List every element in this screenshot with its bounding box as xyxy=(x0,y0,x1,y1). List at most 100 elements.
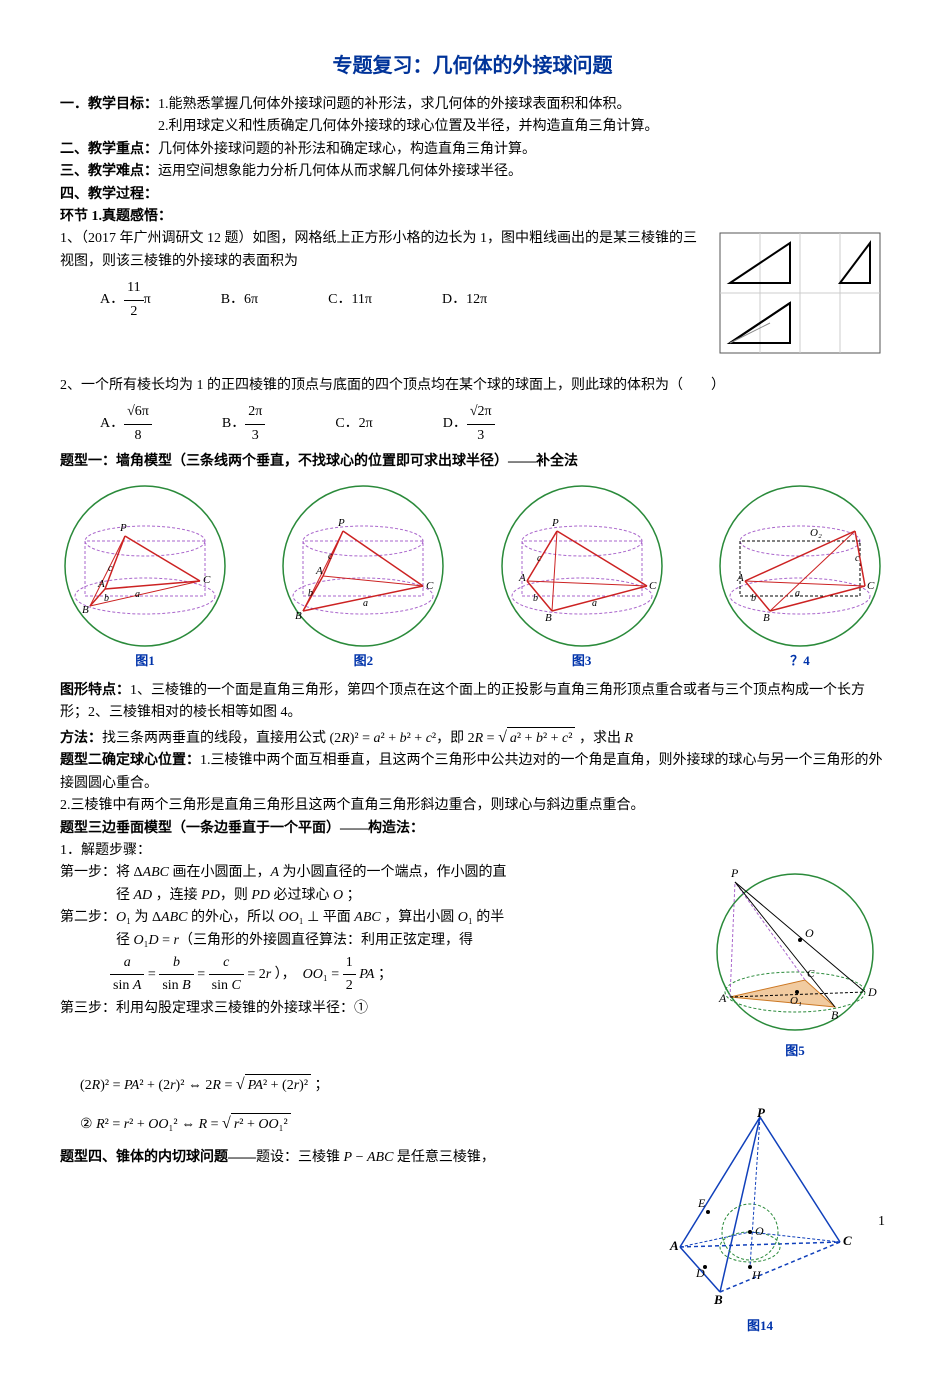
fig5: P O A C B D O₁ 图5 xyxy=(705,862,885,1061)
sec3-label: 三、教学难点： xyxy=(60,164,158,179)
svg-text:C: C xyxy=(807,968,815,980)
svg-text:A: A xyxy=(97,578,105,590)
svg-text:B: B xyxy=(82,604,89,616)
svg-text:B: B xyxy=(763,612,770,624)
huanjie-label: 环节 1.真题感悟： xyxy=(60,206,885,228)
section-focus: 二、教学重点：几何体外接球问题的补形法和确定球心，构造直角三角计算。 xyxy=(60,139,885,161)
page-number: 1 xyxy=(878,1211,885,1233)
svg-text:O₁: O₁ xyxy=(790,995,802,1007)
svg-text:C: C xyxy=(649,580,657,592)
sec4-label: 四、教学过程： xyxy=(60,187,158,202)
svg-text:B: B xyxy=(545,612,552,624)
svg-text:c: c xyxy=(108,563,113,574)
svg-text:A: A xyxy=(315,565,323,577)
q1-opt-c: C．11π xyxy=(328,289,372,311)
svg-text:D: D xyxy=(867,985,877,999)
step1: 第一步：将 ΔABC 画在小圆面上，A 为小圆直径的一个端点，作小圆的直 径 A… xyxy=(60,862,693,907)
type4: 题型四、锥体的内切球问题——题设：三棱锥 P − ABC 是任意三棱锥， xyxy=(60,1147,648,1169)
svg-text:D: D xyxy=(695,1266,705,1280)
q2-opt-d: D．√2π3 xyxy=(443,401,495,447)
step-intro: 1．解题步骤： xyxy=(60,840,885,862)
q1-text: 1、（2017 年广州调研文 12 题）如图，网格纸上正方形小格的边长为 1，图… xyxy=(60,228,703,273)
q1-opt-d: D．12π xyxy=(442,289,487,311)
svg-text:a: a xyxy=(363,598,368,609)
fangfa-a: 找三条两两垂直的线段，直接用公式 xyxy=(102,731,326,746)
type2-label: 题型二确定球心位置： xyxy=(60,753,200,768)
fig14-container: P A C B O E D H 图14 xyxy=(660,1107,860,1336)
svg-text:B: B xyxy=(295,610,302,622)
tuxing-text: 1、三棱锥的一个面是直角三角形，第四个顶点在这个面上的正投影与直角三角形顶点重合… xyxy=(60,683,865,720)
question-2: 2、一个所有棱长均为 1 的正四棱锥的顶点与底面的四个顶点均在某个球的球面上，则… xyxy=(60,375,885,447)
q2-text: 2、一个所有棱长均为 1 的正四棱锥的顶点与底面的四个顶点均在某个球的球面上，则… xyxy=(60,375,885,397)
svg-text:A: A xyxy=(518,572,526,584)
q2-opt-b: B．2π3 xyxy=(222,401,265,447)
svg-text:c: c xyxy=(855,553,860,564)
svg-text:P: P xyxy=(757,1107,766,1120)
q1-grid-figure xyxy=(715,228,885,366)
svg-text:c: c xyxy=(537,553,542,564)
svg-text:a: a xyxy=(135,589,140,600)
formula-2r: 2R = √a² + b² + c² xyxy=(468,731,579,746)
tuxing-label: 图形特点： xyxy=(60,683,130,698)
svg-text:b: b xyxy=(308,588,313,599)
svg-text:b: b xyxy=(104,593,109,604)
formula2-with-fig14: ② R² = r² + OO₁² ⇔ R = √r² + OO₁² 题型四、锥体… xyxy=(60,1107,885,1336)
svg-text:O₂: O₂ xyxy=(810,527,822,539)
sec2-label: 二、教学重点： xyxy=(60,142,158,157)
svg-text:C: C xyxy=(867,580,875,592)
svg-text:B: B xyxy=(713,1292,723,1307)
sec1-label: 一．教学目标： xyxy=(60,97,158,112)
type2: 题型二确定球心位置：1.三棱锥中两个面互相垂直，且这两个三角形中公共边对的一个角… xyxy=(60,750,885,795)
svg-text:P: P xyxy=(337,517,345,529)
step3: 第三步：利用勾股定理求三棱锥的外接球半径：① xyxy=(60,998,693,1020)
svg-text:C: C xyxy=(843,1233,852,1248)
fig2: P A C B a c b 图2 xyxy=(278,481,448,672)
q1-opt-b: B．6π xyxy=(221,289,258,311)
fangfa-line: 方法：找三条两两垂直的线段，直接用公式 (2R)² = a² + b² + c²… xyxy=(60,725,885,751)
svg-text:E: E xyxy=(697,1196,706,1210)
q2-opt-c: C．2π xyxy=(335,413,372,435)
svg-text:O: O xyxy=(755,1224,764,1238)
svg-text:C: C xyxy=(203,574,211,586)
q2-opt-a: A．√6π8 xyxy=(100,401,152,447)
page-title: 专题复习：几何体的外接球问题 xyxy=(60,50,885,82)
svg-text:C: C xyxy=(426,580,434,592)
steps-with-fig5: 第一步：将 ΔABC 画在小圆面上，A 为小圆直径的一个端点，作小圆的直 径 A… xyxy=(60,862,885,1061)
question-1-row: 1、（2017 年广州调研文 12 题）如图，网格纸上正方形小格的边长为 1，图… xyxy=(60,228,885,366)
q1-options: A．112π B．6π C．11π D．12π xyxy=(100,277,703,323)
svg-text:O: O xyxy=(805,926,814,940)
formula1: (2R)² = PA² + (2r)² ⇔ 2R = √PA² + (2r)² … xyxy=(80,1072,885,1098)
svg-text:P: P xyxy=(119,522,127,534)
svg-text:a: a xyxy=(592,598,597,609)
fig1: P A C B a c b 图1 xyxy=(60,481,230,672)
q2-options: A．√6π8 B．2π3 C．2π D．√2π3 xyxy=(100,401,885,447)
svg-text:H: H xyxy=(751,1268,762,1282)
type3-title: 题型三边垂面模型（一条边垂直于一个平面）——构造法： xyxy=(60,818,885,840)
svg-text:P: P xyxy=(551,517,559,529)
svg-text:b: b xyxy=(533,593,538,604)
svg-text:B: B xyxy=(831,1008,839,1022)
sec2-text: 几何体外接球问题的补形法和确定球心，构造直角三角计算。 xyxy=(158,142,536,157)
sphere-fig-row: P A C B a c b 图1 P A C B a c b xyxy=(60,481,885,672)
tuxing-features: 图形特点：1、三棱锥的一个面是直角三角形，第四个顶点在这个面上的正投影与直角三角… xyxy=(60,680,885,725)
formula2: ② R² = r² + OO₁² ⇔ R = √r² + OO₁² xyxy=(80,1111,648,1137)
type4-title: 题型四、锥体的内切球问题—— xyxy=(60,1150,256,1165)
fig4: O₂ A C B a c b ？4 xyxy=(715,481,885,672)
section-difficulty: 三、教学难点：运用空间想象能力分析几何体从而求解几何体外接球半径。 xyxy=(60,161,885,183)
svg-text:b: b xyxy=(751,593,756,604)
svg-text:c: c xyxy=(328,551,333,562)
svg-text:A: A xyxy=(669,1238,679,1253)
type2-t2: 2.三棱锥中有两个三角形是直角三角形且这两个直角三角形斜边重合，则球心与斜边重点… xyxy=(60,795,885,817)
fangfa-label: 方法： xyxy=(60,731,102,746)
fig3: P A C B a c b 图3 xyxy=(497,481,667,672)
svg-text:A: A xyxy=(718,991,727,1005)
section-process: 四、教学过程： xyxy=(60,184,885,206)
svg-text:A: A xyxy=(736,572,744,584)
q1-opt-a: A．112π xyxy=(100,277,151,323)
section-objectives: 一．教学目标：1.能熟悉掌握几何体外接球问题的补形法，求几何体的外接球表面积和体… xyxy=(60,94,885,139)
step2: 第二步：O₁ 为 ΔABC 的外心，所以 OO₁ ⊥ 平面 ABC ，算出小圆 … xyxy=(60,907,693,952)
svg-text:a: a xyxy=(795,588,800,599)
formula-2r2: (2R)² = a² + b² + c² xyxy=(330,731,437,746)
type4-text: 题设：三棱锥 P − ABC 是任意三棱锥， xyxy=(256,1150,495,1165)
sec1-line2: 2.利用球定义和性质确定几何体外接球的球心位置及半径，并构造直角三角计算。 xyxy=(158,119,659,134)
